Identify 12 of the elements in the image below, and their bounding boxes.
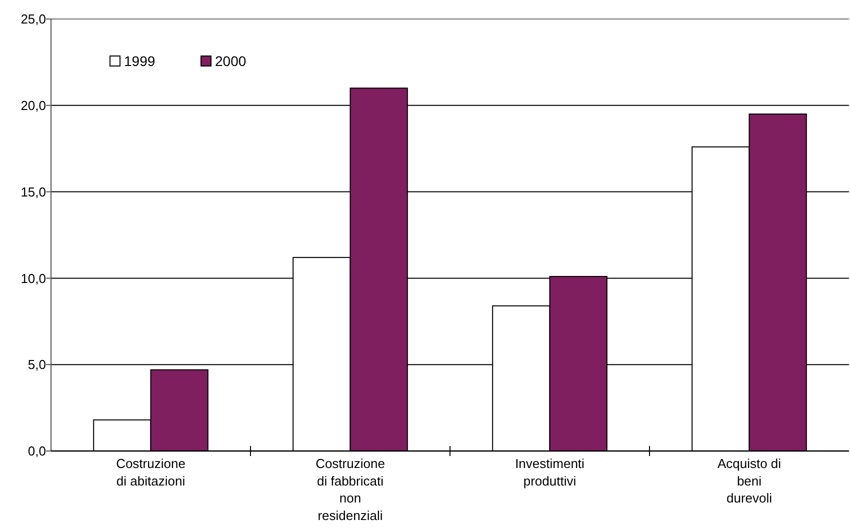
- x-tick-label: Acquisto di beni durevoli: [717, 456, 782, 506]
- x-tick-label: Costruzione di fabbricati non residenziali: [316, 456, 385, 523]
- y-tick-label: 5,0: [28, 357, 46, 372]
- y-tick-label: 10,0: [20, 270, 46, 286]
- y-tick-label: 0,0: [28, 444, 46, 459]
- legend-label: 1999: [124, 53, 156, 69]
- y-tick-label: 25,0: [20, 12, 46, 27]
- x-tick-label: Costruzione di abitazioni: [116, 456, 186, 488]
- y-tick-label: 20,0: [20, 98, 46, 113]
- x-tick-label: Investimenti produttivi: [515, 456, 585, 488]
- y-tick-label: 15,0: [20, 184, 46, 200]
- legend-label: 2000: [215, 53, 246, 69]
